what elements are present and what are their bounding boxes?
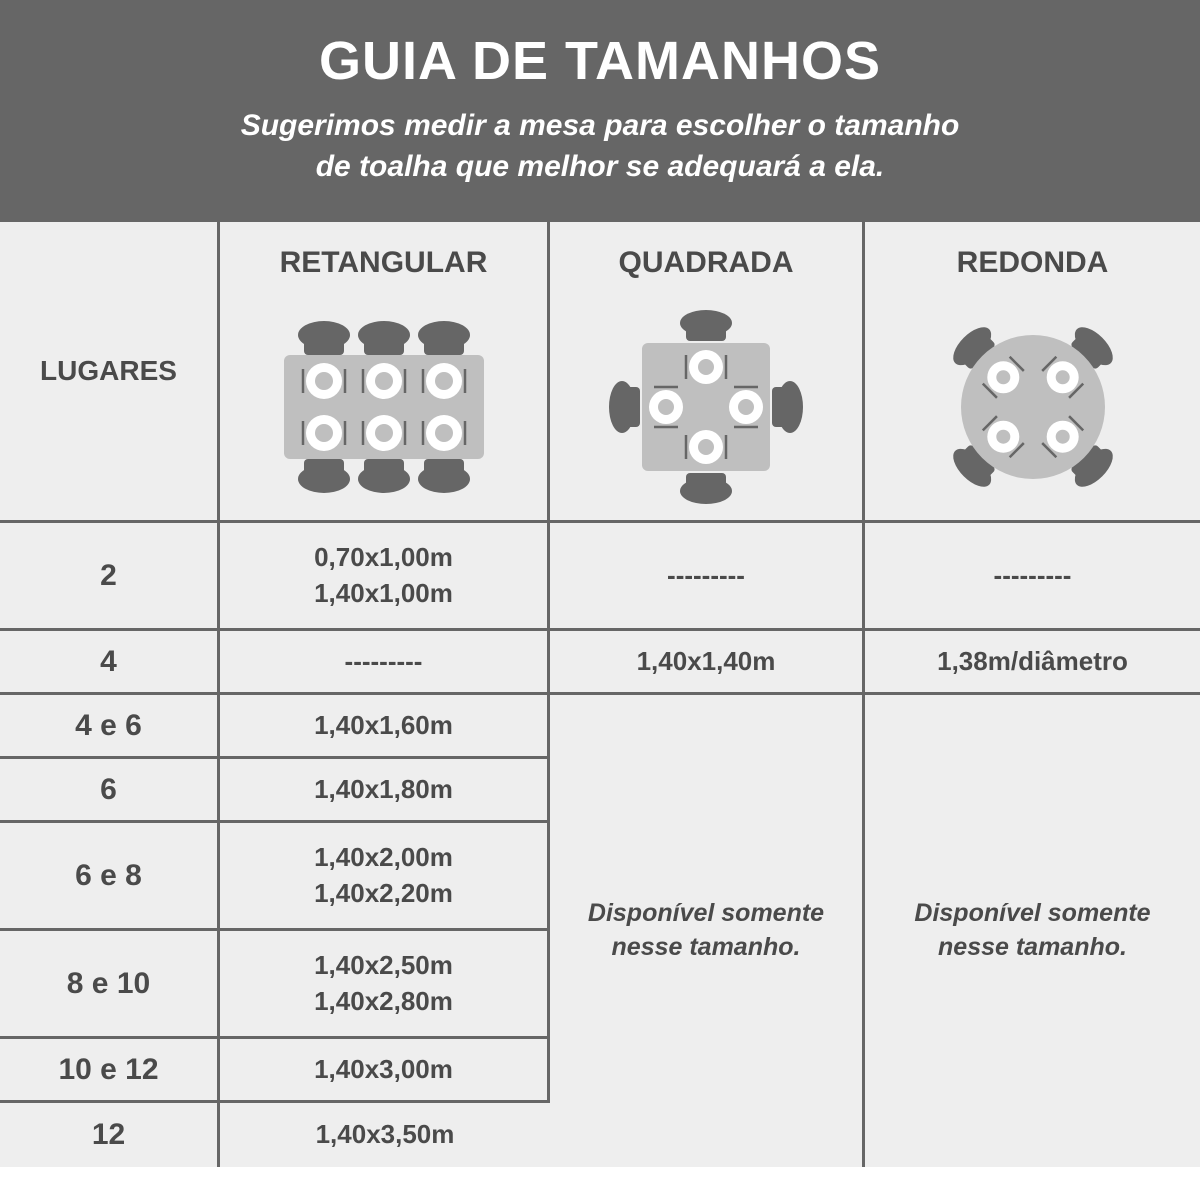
row-label-12: 12 — [0, 1103, 220, 1167]
cell-4-ret: --------- — [220, 631, 550, 695]
col-header-lugares: LUGARES — [0, 222, 220, 523]
size-table: LUGARES RETANGULAR — [0, 222, 1200, 1167]
row-label-2: 2 — [0, 523, 220, 631]
row-label-10e12: 10 e 12 — [0, 1039, 220, 1103]
cell-2-ret: 0,70x1,00m1,40x1,00m — [220, 523, 550, 631]
row-label-6e8: 6 e 8 — [0, 823, 220, 931]
square-table-icon — [606, 307, 806, 507]
row-label-6: 6 — [0, 759, 220, 823]
cell-4-red: 1,38m/diâmetro — [865, 631, 1200, 695]
title: GUIA DE TAMANHOS — [60, 30, 1140, 92]
cell-10e12-ret: 1,40x3,00m — [220, 1039, 550, 1103]
cell-8e10-ret: 1,40x2,50m1,40x2,80m — [220, 931, 550, 1039]
rectangular-table-icon — [249, 317, 519, 497]
cell-4-quad: 1,40x1,40m — [550, 631, 865, 695]
cell-merged-quad-note: Disponível somentenesse tamanho. — [550, 695, 865, 1167]
row-label-4: 4 — [0, 631, 220, 695]
cell-merged-red-note: Disponível somentenesse tamanho. — [865, 695, 1200, 1167]
cell-4e6-ret: 1,40x1,60m — [220, 695, 550, 759]
cell-6e8-ret: 1,40x2,00m1,40x2,20m — [220, 823, 550, 931]
round-table-icon — [928, 302, 1138, 512]
cell-12-ret: 1,40x3,50m — [220, 1103, 550, 1167]
col-header-redonda: REDONDA — [865, 222, 1200, 523]
cell-6-ret: 1,40x1,80m — [220, 759, 550, 823]
row-label-4e6: 4 e 6 — [0, 695, 220, 759]
cell-2-quad: --------- — [550, 523, 865, 631]
subtitle: Sugerimos medir a mesa para escolher o t… — [60, 106, 1140, 187]
cell-2-red: --------- — [865, 523, 1200, 631]
col-header-retangular: RETANGULAR — [220, 222, 550, 523]
header-banner: GUIA DE TAMANHOS Sugerimos medir a mesa … — [0, 0, 1200, 222]
row-label-8e10: 8 e 10 — [0, 931, 220, 1039]
col-header-quadrada: QUADRADA — [550, 222, 865, 523]
